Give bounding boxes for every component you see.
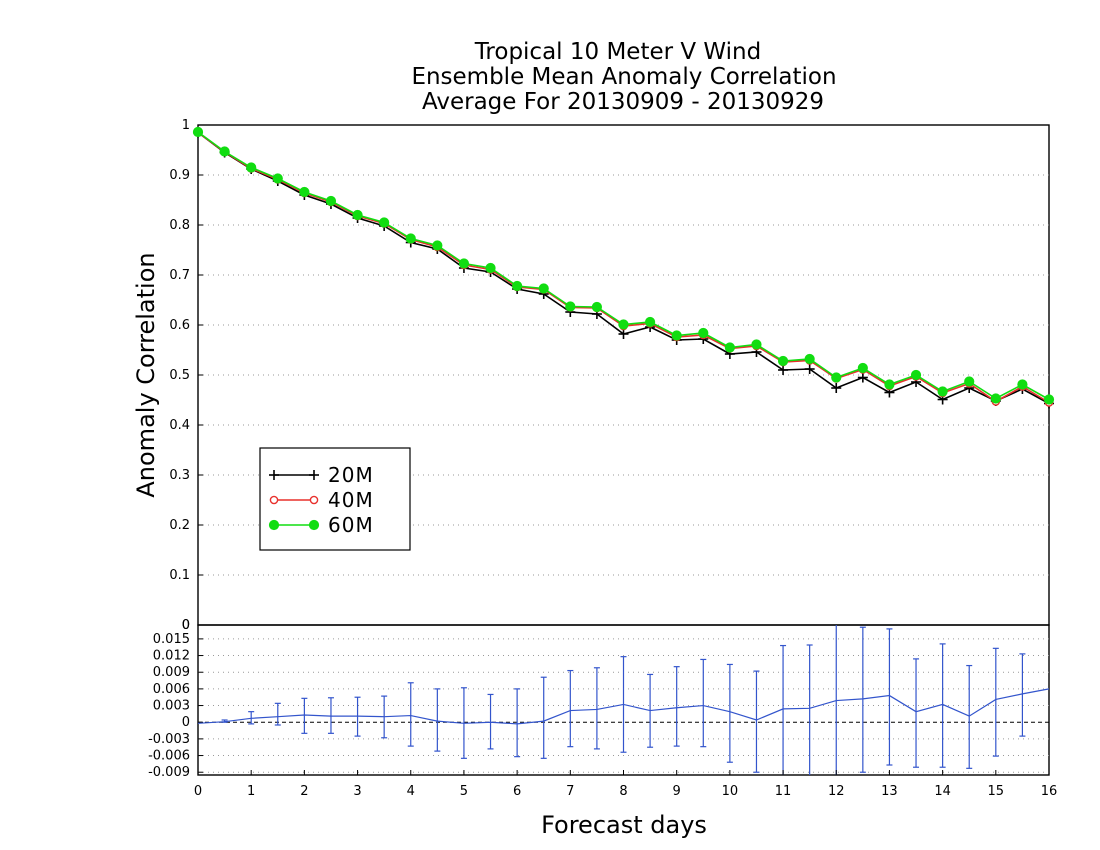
filled-circle-marker [299,186,310,198]
x-tick-label: 9 [673,784,681,799]
series-40M [193,128,1054,407]
filled-circle-marker [565,301,576,312]
filled-circle-marker [990,393,1001,404]
chart-title: Tropical 10 Meter V Wind Ensemble Mean A… [411,39,836,115]
filled-circle-marker [671,330,682,341]
y-tick-label: 0 [182,618,190,633]
filled-circle-marker [591,301,603,313]
y-tick-label: 0 [182,715,190,730]
x-tick-label: 11 [775,784,792,799]
filled-circle-marker [308,519,320,531]
y-tick-label: 0.2 [169,518,190,533]
y-tick-label: -0.006 [148,749,190,764]
filled-circle-marker [724,342,735,353]
chart-title-line-3: Average For 20130909 - 20130929 [422,89,824,115]
y-tick-label: -0.009 [148,765,190,780]
y-tick-label: 0.3 [169,468,190,483]
x-tick-label: 5 [460,784,468,799]
filled-circle-marker [964,376,975,387]
y-tick-label: 1 [182,118,190,133]
y-tick-label: 0.4 [169,418,190,433]
series-line-60M [197,131,1050,401]
y-axis-label: Anomaly Correlation [132,252,160,497]
y-tick-label: 0.7 [169,268,190,283]
filled-circle-marker [379,217,390,228]
filled-circle-marker [272,173,283,184]
filled-circle-marker [405,233,416,244]
legend-item-40M: 40M [269,488,374,512]
anomaly-correlation-panel: 0 0.1 0.2 0.3 0.4 0.5 0.6 0.7 0.8 0.9 1 [169,118,1055,633]
filled-circle-marker [618,319,629,330]
y-tick-label: -0.003 [148,732,190,747]
filled-circle-marker [219,146,230,157]
y-tick-label: 0.5 [169,368,190,383]
filled-circle-marker [804,353,815,365]
x-tick-label: 14 [934,784,951,799]
x-tick-label: 8 [619,784,627,799]
x-tick-label: 10 [722,784,739,799]
x-tick-label: 15 [988,784,1005,799]
filled-circle-marker [352,209,363,221]
y-tick-label: 0.012 [153,649,190,664]
filled-circle-marker [1043,394,1055,405]
filled-circle-marker [698,327,709,339]
series-60M [192,126,1055,405]
y-tick-label: 0.009 [153,665,190,680]
x-tick-label: 12 [828,784,845,799]
filled-circle-marker [192,126,204,138]
chart-title-line-1: Tropical 10 Meter V Wind [474,39,761,65]
x-tick-label: 6 [513,784,521,799]
filled-circle-marker [1017,379,1028,390]
x-axis-label: Forecast days [541,811,707,839]
y-tick-label: 0.6 [169,318,190,333]
filled-circle-marker [432,240,443,251]
difference-line [197,688,1050,725]
y-tick-label: 0.1 [169,568,190,583]
legend-label: 60M [328,513,374,537]
x-tick-label: 0 [194,784,202,799]
open-circle-marker [309,495,319,505]
x-tick-label: 16 [1041,784,1058,799]
filled-circle-marker [937,386,948,397]
open-circle-marker [269,495,279,505]
y-tick-label: 0.8 [169,218,190,233]
y-tick-label: 0.006 [153,682,190,697]
legend-item-60M: 60M [268,513,374,537]
x-tick-label: 1 [247,784,255,799]
filled-circle-marker [246,162,257,173]
filled-circle-marker [777,355,789,367]
filled-circle-marker [644,316,656,328]
filled-circle-marker [268,519,280,531]
filled-circle-marker [884,379,895,390]
filled-circle-marker [485,262,496,274]
difference-panel: 0.0150.0120.0090.0060.0030-0.003-0.006-0… [148,618,1057,799]
legend-label: 20M [328,463,374,487]
legend-item-20M: 20M [269,463,374,487]
filled-circle-marker [831,372,842,383]
x-tick-label: 3 [353,784,361,799]
filled-circle-marker [458,258,470,269]
y-tick-label: 0 [182,618,190,633]
y-tick-label: 0.003 [153,699,190,714]
series-line-40M [197,131,1050,404]
filled-circle-marker [325,195,337,207]
filled-circle-marker [512,280,523,292]
filled-circle-marker [538,283,549,294]
x-tick-label: 13 [881,784,898,799]
y-tick-label: 0.9 [169,168,190,183]
legend-label: 40M [328,488,374,512]
filled-circle-marker [751,339,762,350]
filled-circle-marker [857,362,868,374]
x-tick-label: 2 [300,784,308,799]
series-20M [193,127,1054,409]
x-tick-label: 7 [566,784,574,799]
filled-circle-marker [910,369,922,381]
series-line-20M [197,131,1050,405]
chart-title-line-2: Ensemble Mean Anomaly Correlation [411,64,836,90]
legend-box [259,447,411,551]
y-tick-label: 0.015 [153,632,190,647]
x-tick-label: 4 [407,784,415,799]
